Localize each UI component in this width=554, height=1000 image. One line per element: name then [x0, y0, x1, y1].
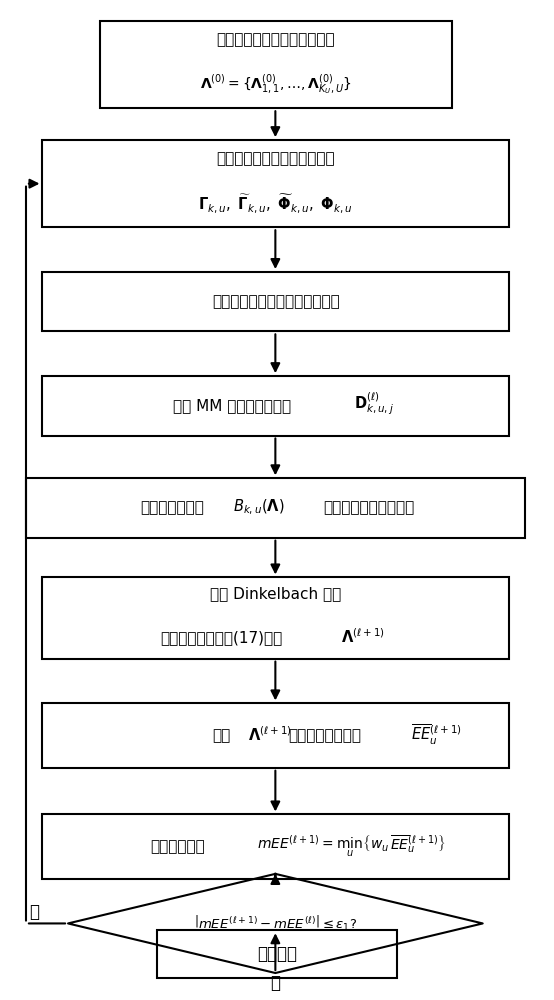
Text: 计算每个用户速率的确定性等同: 计算每个用户速率的确定性等同: [212, 294, 340, 309]
Text: $\mathbf{\Gamma}_{k,u},\ \widetilde{\mathbf{\Gamma}}_{k,u},\ \widetilde{\mathbf{: $\mathbf{\Gamma}_{k,u},\ \widetilde{\mat…: [198, 192, 353, 215]
FancyBboxPatch shape: [42, 814, 509, 879]
FancyBboxPatch shape: [26, 478, 525, 538]
Text: $mEE^{(\ell+1)}=\min_{u}\left\{w_u\overline{EE}_u^{(\ell+1)}\right\}$: $mEE^{(\ell+1)}=\min_{u}\left\{w_u\overl…: [258, 833, 447, 859]
Text: 得到分式优化问题(17)的解: 得到分式优化问题(17)的解: [160, 630, 282, 645]
FancyBboxPatch shape: [42, 140, 509, 227]
Text: 令最小能效为: 令最小能效为: [150, 839, 205, 854]
Text: 替换为其一阶泰勒展开: 替换为其一阶泰勒展开: [323, 500, 414, 515]
FancyBboxPatch shape: [42, 376, 509, 436]
Text: $\mathbf{\Lambda}^{(\ell+1)}$: $\mathbf{\Lambda}^{(\ell+1)}$: [341, 628, 385, 646]
Text: 计算每个小区能效: 计算每个小区能效: [288, 728, 361, 743]
FancyBboxPatch shape: [100, 21, 452, 108]
FancyBboxPatch shape: [157, 930, 397, 978]
Text: 利用: 利用: [212, 728, 230, 743]
Text: 计算 MM 算法中的导数项: 计算 MM 算法中的导数项: [173, 398, 291, 413]
Text: 利用 Dinkelbach 变换: 利用 Dinkelbach 变换: [210, 586, 341, 601]
FancyBboxPatch shape: [42, 703, 509, 768]
Text: $\left|mEE^{(\ell+1)}-mEE^{(\ell)}\right|\leq\varepsilon_1$?: $\left|mEE^{(\ell+1)}-mEE^{(\ell)}\right…: [194, 914, 357, 933]
Text: $\mathbf{\Lambda}^{(\ell+1)}$: $\mathbf{\Lambda}^{(\ell+1)}$: [248, 725, 292, 744]
Text: $\overline{EE}_u^{(\ell+1)}$: $\overline{EE}_u^{(\ell+1)}$: [411, 722, 462, 747]
FancyBboxPatch shape: [42, 272, 509, 331]
Text: 将用户速率中的: 将用户速率中的: [140, 500, 204, 515]
FancyBboxPatch shape: [42, 577, 509, 659]
Text: 否: 否: [29, 903, 39, 921]
Text: 初始化发送信号的协方差矩阵: 初始化发送信号的协方差矩阵: [216, 32, 335, 47]
Text: 是: 是: [270, 974, 280, 992]
Polygon shape: [68, 874, 483, 973]
Text: $B_{k,u}(\mathbf{\Lambda})$: $B_{k,u}(\mathbf{\Lambda})$: [233, 497, 285, 517]
Text: 迭代计算确定性等同辅助变量: 迭代计算确定性等同辅助变量: [216, 151, 335, 166]
Text: 终止迭代: 终止迭代: [257, 945, 297, 963]
Text: $\mathbf{\Lambda}^{(0)}=\{\mathbf{\Lambda}_{1,1}^{(0)},\ldots,\mathbf{\Lambda}_{: $\mathbf{\Lambda}^{(0)}=\{\mathbf{\Lambd…: [200, 72, 351, 97]
Text: $\mathbf{D}_{k,u,j}^{(\ell)}$: $\mathbf{D}_{k,u,j}^{(\ell)}$: [354, 390, 394, 417]
